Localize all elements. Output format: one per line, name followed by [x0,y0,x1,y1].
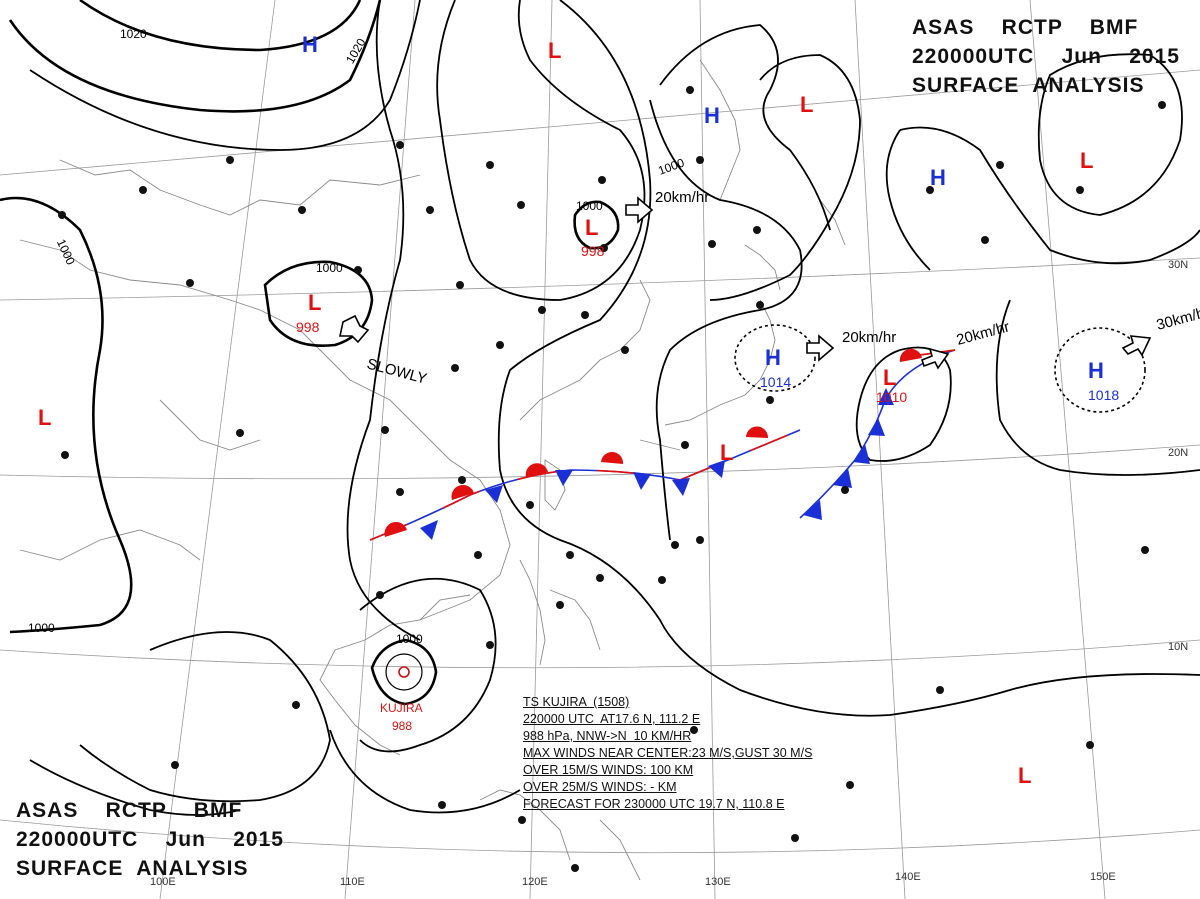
typhoon-info-line: FORECAST FOR 230000 UTC 19.7 N, 110.8 E [523,797,785,811]
high-center-letter: H [302,32,318,57]
typhoon-info-line: TS KUJIRA (1508) [523,695,630,709]
high-center-letter: H [704,103,720,128]
low-center-letter: L [548,38,561,63]
center-pressure: 1010 [876,389,907,405]
typhoon-info-line: OVER 15M/S WINDS: 100 KM [523,763,694,777]
isobar-label: 1000 [576,199,603,213]
typhoon-pressure: 988 [392,719,412,733]
coastlines [19,59,846,881]
high-center-letter: H [1088,358,1104,383]
header-top-line2: 220000UTC Jun 2015 [912,45,1180,68]
warm-front-bumps [384,348,922,537]
high-center-letter: H [765,345,781,370]
dashed-highs [734,324,1146,413]
lon-label: 120E [522,876,548,888]
low-center-letter: L [308,290,321,315]
low-center-letter: L [720,440,733,465]
lon-label: 140E [895,871,921,883]
low-center-letter: L [800,92,813,117]
station-plots [58,86,1166,872]
center-pressure: 1018 [1088,387,1119,403]
isobar-label: 1000 [28,621,55,635]
typhoon-info-line: MAX WINDS NEAR CENTER:23 M/S,GUST 30 M/S [523,746,813,760]
typhoon-label: KUJIRA 988 [380,701,423,733]
lon-label: 110E [340,876,365,888]
movement-speed: 20km/hr [842,329,896,346]
low-center-letter: L [1080,148,1093,173]
low-center-letter: L [585,215,598,240]
lon-label: 150E [1090,871,1116,883]
lat-label: 20N [1168,447,1188,459]
typhoon-name: KUJIRA [380,701,423,715]
typhoon-info-panel: TS KUJIRA (1508) 220000 UTC AT17.6 N, 11… [523,694,812,813]
header-bottom-line1: ASAS RCTP BMF [16,799,243,822]
fronts [369,348,956,541]
typhoon-info-line: 988 hPa, NNW->N 10 KM/HR [523,729,692,743]
lat-label: 10N [1168,641,1188,653]
isobar-label: 1020 [120,27,147,41]
center-pressure: 998 [581,243,605,259]
isobar-label: 1000 [396,632,423,646]
header-bottom-line3: SURFACE ANALYSIS [16,857,249,880]
lon-label: 130E [705,876,731,888]
header-top-line3: SURFACE ANALYSIS [912,74,1145,97]
lon-label: 100E [150,876,176,888]
pressure-values: 998 998 1014 1010 1018 [296,243,1119,405]
graticule-labels: 100E 110E 120E 130E 140E 150E 30N 20N 10… [150,259,1188,888]
low-center-letter: L [883,365,896,390]
pressure-centers: H L H L H L L L H L H L L L [38,32,1104,788]
typhoon-info-line: 220000 UTC AT17.6 N, 111.2 E [523,712,701,726]
movement-arrows [339,196,1152,370]
header-bottom-line2: 220000UTC Jun 2015 [16,828,284,851]
lat-label: 30N [1168,259,1188,271]
movement-speed: 20km/hr [655,189,709,206]
center-pressure: 998 [296,319,320,335]
isobar-label: 1000 [316,261,343,275]
low-center-letter: L [38,405,51,430]
high-center-letter: H [930,165,946,190]
low-center-letter: L [1018,763,1031,788]
cold-front-triangles [420,460,725,540]
typhoon-info-line: OVER 25M/S WINDS: - KM [523,780,677,794]
header-top-line1: ASAS RCTP BMF [912,16,1139,39]
center-pressure: 1014 [760,374,791,390]
